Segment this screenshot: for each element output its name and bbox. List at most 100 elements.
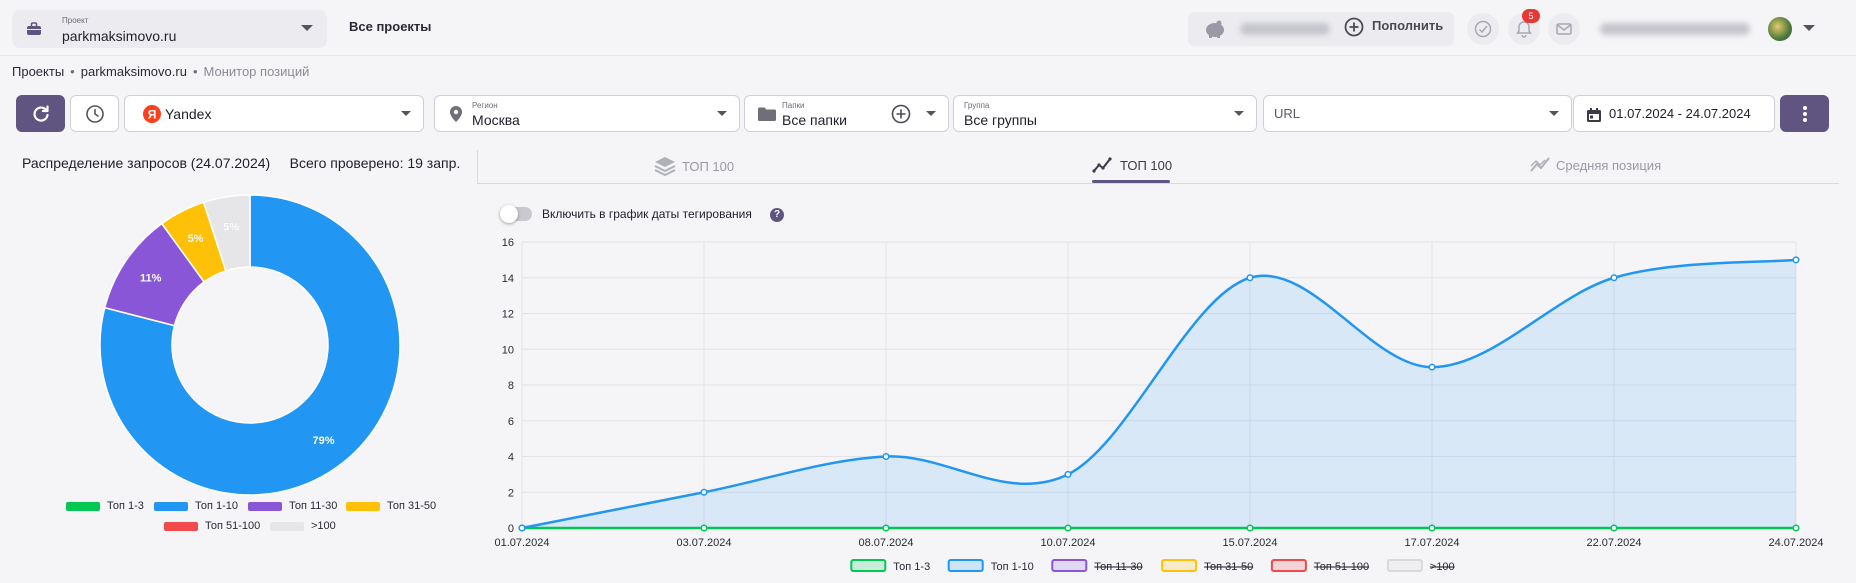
series-point[interactable] [882,524,890,532]
series-point[interactable] [1246,274,1254,282]
legend-label: Топ 1-10 [195,500,239,512]
help-icon[interactable]: ? [770,208,784,222]
chevron-down-icon [1234,111,1244,116]
legend-item[interactable]: Топ 1-10 [947,559,1034,573]
date-range-value: 01.07.2024 - 24.07.2024 [1609,106,1751,121]
briefcase-icon [27,22,41,35]
avatar[interactable] [1768,17,1792,41]
refresh-button[interactable] [16,95,65,132]
folders-value: Все папки [782,112,847,128]
series-point[interactable] [1064,524,1072,532]
url-placeholder: URL [1274,106,1301,121]
legend-item[interactable]: >100 [1386,559,1455,573]
tasks-button[interactable] [1467,13,1499,45]
chevron-down-icon[interactable] [1803,25,1815,31]
legend-label: Топ 1-10 [991,561,1034,573]
line-chart-icon [1530,157,1550,172]
region-select[interactable]: Регион Москва [434,95,740,132]
legend-item[interactable]: Топ 51-100 [164,520,260,532]
series-point[interactable] [700,524,708,532]
url-select[interactable]: URL [1263,95,1572,132]
legend-item[interactable]: Топ 1-10 [154,500,238,512]
series-point[interactable] [700,488,708,496]
folders-select[interactable]: Папки Все папки [744,95,949,132]
donut-slice-label: 5% [223,221,239,233]
legend-swatch [164,521,198,531]
y-tick-label: 6 [508,416,514,428]
topup-button[interactable]: Пополнить [1372,18,1444,33]
search-engine-select[interactable]: Я Yandex [124,95,424,132]
plus-circle-icon[interactable] [1344,17,1364,37]
distribution-title: Распределение запросов (24.07.2024) [22,155,271,171]
legend-label: Топ 31-50 [1204,561,1253,573]
region-caption: Регион [472,101,498,110]
series-point[interactable] [518,524,526,532]
legend-item[interactable]: Топ 1-3 [850,559,930,573]
tab-label: ТОП 100 [1120,157,1173,173]
legend-item[interactable]: Топ 1-3 [66,500,144,512]
more-vertical-icon [1802,105,1807,122]
project-selector[interactable]: Проект parkmaksimovo.ru [12,10,327,48]
tab-average-position[interactable]: Средняя позиция [1530,156,1661,174]
breadcrumb-current: Монитор позиций [203,64,310,79]
donut-slice[interactable] [202,194,251,272]
breadcrumb-project[interactable]: parkmaksimovo.ru [80,64,187,79]
legend-item[interactable]: Топ 11-30 [1051,559,1143,573]
more-options-button[interactable] [1780,95,1829,132]
messages-button[interactable] [1548,13,1580,45]
distribution-donut-chart: 79% 11% 5% 5% [99,194,401,496]
series-point[interactable] [1428,524,1436,532]
series-point[interactable] [1246,524,1254,532]
legend-label: >100 [1430,561,1455,573]
search-engine-value: Yandex [165,106,212,122]
legend-swatch [66,501,100,511]
series-point[interactable] [1610,274,1618,282]
legend-item[interactable]: Топ 11-30 [248,500,337,512]
clock-icon [85,104,104,123]
series-point[interactable] [1792,256,1800,264]
tagging-dates-toggle[interactable] [500,205,532,223]
tab-top100-positions[interactable]: ТОП 100 [654,156,734,176]
tab-top100-dynamics[interactable]: ТОП 100 [1092,156,1172,174]
series-point[interactable] [1064,470,1072,478]
plus-circle-icon[interactable] [891,104,911,124]
legend-label: Топ 51-100 [205,520,261,532]
history-button[interactable] [70,95,119,132]
x-tick-label: 17.07.2024 [1404,537,1459,549]
mail-icon [1556,23,1572,35]
tab-label: ТОП 100 [682,158,735,174]
legend-item[interactable]: >100 [270,520,336,532]
y-tick-label: 0 [508,523,514,535]
chevron-down-icon [926,111,936,116]
legend-swatch [1386,559,1423,572]
series-point[interactable] [882,452,890,461]
y-tick-label: 4 [508,452,514,464]
legend-swatch [947,559,984,572]
breadcrumb-separator: • [192,64,198,79]
group-caption: Группа [964,101,990,110]
donut-slice[interactable] [99,194,401,496]
refresh-icon [32,104,49,122]
all-projects-link[interactable]: Все проекты [349,19,432,34]
legend-item[interactable]: Топ 51-100 [1270,559,1369,573]
calendar-icon [1587,108,1601,122]
series-point[interactable] [1428,363,1436,371]
group-select[interactable]: Группа Все группы [953,95,1257,132]
group-value: Все группы [964,112,1037,128]
folders-caption: Папки [782,101,805,110]
breadcrumb-projects[interactable]: Проекты [12,64,65,79]
legend-swatch [1161,559,1198,572]
date-range-picker[interactable]: 01.07.2024 - 24.07.2024 [1573,95,1775,132]
project-name: parkmaksimovo.ru [62,28,177,44]
x-tick-label: 03.07.2024 [676,537,731,549]
series-line [521,258,1797,530]
series-point[interactable] [1610,524,1618,532]
y-tick-label: 10 [502,344,514,356]
top-header: Проект parkmaksimovo.ru Все проекты Попо… [0,0,1856,56]
active-tab-indicator [1092,180,1170,183]
balance-value-hidden [1240,23,1330,35]
legend-item[interactable]: Топ 31-50 [346,500,436,512]
toggle-knob [500,205,518,223]
legend-item[interactable]: Топ 31-50 [1161,559,1253,573]
series-point[interactable] [1792,524,1800,532]
